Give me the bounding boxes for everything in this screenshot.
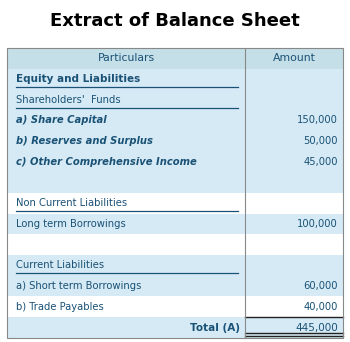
Text: b) Reserves and Surplus: b) Reserves and Surplus bbox=[16, 136, 153, 146]
Text: 100,000: 100,000 bbox=[297, 219, 338, 229]
Text: Equity and Liabilities: Equity and Liabilities bbox=[16, 74, 140, 84]
Bar bbox=[7, 317, 343, 338]
Text: 445,000: 445,000 bbox=[295, 323, 338, 332]
Text: 40,000: 40,000 bbox=[303, 302, 338, 312]
Text: Particulars: Particulars bbox=[97, 53, 155, 63]
Text: Extract of Balance Sheet: Extract of Balance Sheet bbox=[50, 12, 300, 30]
Bar bbox=[7, 297, 343, 317]
Text: a) Share Capital: a) Share Capital bbox=[16, 115, 106, 126]
Text: Current Liabilities: Current Liabilities bbox=[16, 260, 104, 271]
Text: Total (A): Total (A) bbox=[190, 323, 240, 332]
Bar bbox=[7, 255, 343, 276]
Bar bbox=[7, 276, 343, 297]
Bar bbox=[7, 152, 343, 172]
Bar bbox=[7, 172, 343, 193]
Text: Shareholders'  Funds: Shareholders' Funds bbox=[16, 95, 120, 105]
Text: c) Other Comprehensive Income: c) Other Comprehensive Income bbox=[16, 157, 196, 167]
Bar bbox=[7, 48, 343, 69]
Text: Non Current Liabilities: Non Current Liabilities bbox=[16, 198, 127, 208]
Bar bbox=[7, 48, 343, 338]
Text: a) Short term Borrowings: a) Short term Borrowings bbox=[16, 281, 141, 291]
Text: 150,000: 150,000 bbox=[297, 115, 338, 126]
Bar bbox=[7, 234, 343, 255]
Bar bbox=[7, 131, 343, 152]
Bar bbox=[7, 69, 343, 89]
Bar bbox=[7, 193, 343, 214]
Bar bbox=[7, 214, 343, 234]
Text: b) Trade Payables: b) Trade Payables bbox=[16, 302, 104, 312]
Text: Amount: Amount bbox=[273, 53, 315, 63]
Text: 45,000: 45,000 bbox=[303, 157, 338, 167]
Bar bbox=[7, 89, 343, 110]
Text: 50,000: 50,000 bbox=[303, 136, 338, 146]
Text: 60,000: 60,000 bbox=[303, 281, 338, 291]
Text: Long term Borrowings: Long term Borrowings bbox=[16, 219, 126, 229]
Bar bbox=[7, 110, 343, 131]
